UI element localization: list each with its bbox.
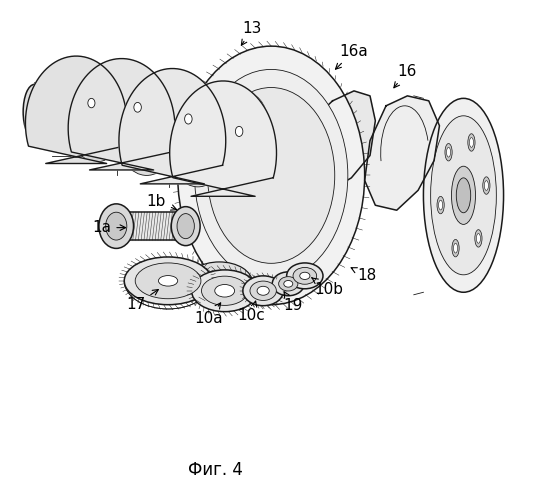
Ellipse shape [118, 80, 163, 134]
Ellipse shape [167, 84, 215, 142]
Text: 1b: 1b [147, 194, 177, 210]
Ellipse shape [468, 134, 475, 151]
Ellipse shape [437, 196, 444, 214]
Ellipse shape [106, 212, 127, 240]
Ellipse shape [70, 88, 123, 162]
Ellipse shape [293, 268, 317, 284]
Ellipse shape [452, 166, 475, 224]
Ellipse shape [452, 240, 459, 257]
Ellipse shape [194, 70, 348, 282]
Polygon shape [119, 68, 226, 184]
Text: 18: 18 [351, 268, 377, 283]
Ellipse shape [216, 91, 267, 150]
Text: 19: 19 [283, 292, 302, 313]
Ellipse shape [23, 84, 46, 139]
Ellipse shape [456, 178, 471, 213]
Ellipse shape [88, 98, 95, 108]
Ellipse shape [171, 206, 200, 246]
Ellipse shape [454, 244, 458, 253]
Polygon shape [170, 81, 277, 196]
Polygon shape [116, 212, 186, 240]
Ellipse shape [169, 108, 227, 187]
Ellipse shape [279, 276, 298, 291]
Ellipse shape [284, 280, 293, 287]
Ellipse shape [483, 177, 490, 194]
Text: 16: 16 [394, 64, 417, 88]
Ellipse shape [243, 276, 284, 306]
Text: 10b: 10b [312, 278, 343, 297]
Text: Фиг. 4: Фиг. 4 [187, 461, 243, 479]
Polygon shape [365, 96, 439, 210]
Ellipse shape [185, 114, 192, 124]
Ellipse shape [124, 257, 212, 304]
Text: 1a: 1a [92, 220, 126, 235]
Ellipse shape [208, 88, 335, 264]
Ellipse shape [117, 96, 176, 176]
Text: 16a: 16a [336, 44, 368, 69]
Ellipse shape [476, 234, 481, 243]
Ellipse shape [135, 263, 201, 298]
Text: 13: 13 [241, 21, 262, 46]
Ellipse shape [201, 276, 248, 306]
Text: 10a: 10a [194, 303, 223, 326]
Ellipse shape [300, 272, 310, 280]
Polygon shape [309, 91, 375, 190]
Ellipse shape [257, 286, 269, 295]
Polygon shape [68, 58, 175, 170]
Ellipse shape [445, 144, 452, 161]
Ellipse shape [484, 180, 488, 190]
Ellipse shape [215, 284, 235, 297]
Ellipse shape [423, 98, 504, 292]
Ellipse shape [250, 281, 277, 300]
Ellipse shape [177, 214, 194, 238]
Ellipse shape [178, 46, 365, 304]
Ellipse shape [469, 138, 474, 147]
Ellipse shape [235, 126, 243, 136]
Ellipse shape [99, 204, 134, 248]
Ellipse shape [45, 83, 72, 140]
Text: 10c: 10c [237, 301, 265, 323]
Ellipse shape [192, 270, 258, 312]
Text: 17: 17 [126, 290, 158, 312]
Ellipse shape [287, 263, 323, 289]
Ellipse shape [475, 230, 482, 247]
Polygon shape [25, 56, 127, 164]
Ellipse shape [186, 262, 252, 304]
Ellipse shape [447, 148, 451, 157]
Ellipse shape [439, 200, 442, 210]
Ellipse shape [431, 116, 496, 275]
Ellipse shape [158, 276, 178, 286]
Ellipse shape [134, 102, 141, 112]
Ellipse shape [272, 272, 304, 295]
